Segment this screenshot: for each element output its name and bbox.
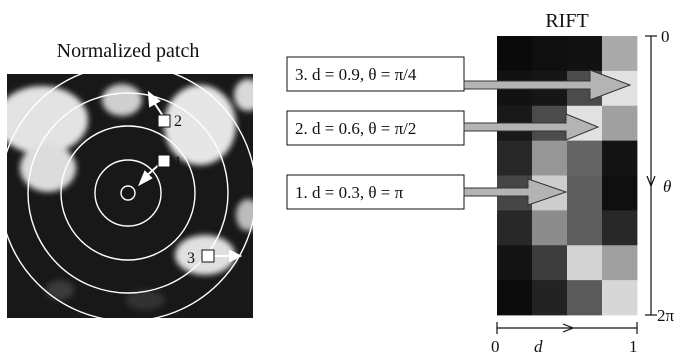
callout-2-arrow bbox=[463, 113, 600, 141]
rift-cell bbox=[497, 245, 533, 281]
rift-cell bbox=[497, 210, 533, 246]
callout-3-arrow bbox=[463, 69, 632, 101]
rift-cell bbox=[602, 175, 638, 211]
marker-label-3: 3 bbox=[187, 250, 195, 267]
d-axis-max: 1 bbox=[629, 337, 638, 356]
rift-grid bbox=[497, 36, 638, 316]
d-axis-arrow bbox=[562, 323, 575, 333]
arrow-1-head bbox=[137, 170, 153, 187]
arrow-2-head bbox=[147, 90, 161, 108]
d-axis bbox=[496, 322, 638, 334]
theta-axis-min: 0 bbox=[661, 27, 670, 46]
d-axis-label: d bbox=[534, 337, 543, 356]
marker-square-2 bbox=[157, 114, 171, 128]
rift-cell bbox=[532, 36, 568, 72]
marker-label-1: 1 bbox=[174, 154, 182, 171]
rift-cell bbox=[602, 36, 638, 72]
rift-cell bbox=[602, 280, 638, 316]
normalized-patch: 2 1 3 bbox=[7, 74, 253, 318]
theta-axis bbox=[645, 35, 657, 316]
patch-title: Normalized patch bbox=[57, 40, 200, 62]
theta-axis-label: θ bbox=[663, 177, 671, 196]
rift-cell bbox=[567, 140, 603, 176]
center-ring bbox=[120, 185, 136, 201]
rift-cell bbox=[497, 280, 533, 316]
rift-cell bbox=[567, 210, 603, 246]
callout-2: 2. d = 0.6, θ = π/2 bbox=[286, 110, 600, 146]
callout-1-arrow bbox=[463, 178, 568, 206]
marker-square-3 bbox=[201, 249, 215, 263]
callout-2-box bbox=[286, 110, 465, 146]
d-axis-min: 0 bbox=[491, 337, 500, 356]
ring-1 bbox=[94, 159, 162, 227]
rift-cell bbox=[532, 245, 568, 281]
rift-cell bbox=[567, 245, 603, 281]
callout-3-text: 3. d = 0.9, θ = π/4 bbox=[295, 65, 417, 84]
rift-cell bbox=[602, 105, 638, 142]
concentric-rings bbox=[7, 74, 253, 318]
callout-1-text: 1. d = 0.3, θ = π bbox=[295, 183, 404, 202]
rift-title: RIFT bbox=[545, 10, 588, 32]
ring-3 bbox=[27, 92, 229, 294]
rift-cell bbox=[602, 210, 638, 246]
callout-1: 1. d = 0.3, θ = π bbox=[286, 174, 568, 210]
arrow-3-head bbox=[229, 249, 243, 263]
rift-cell bbox=[567, 36, 603, 72]
theta-axis-arrow bbox=[646, 175, 656, 188]
ring-2 bbox=[60, 125, 196, 261]
rift-cell bbox=[567, 280, 603, 316]
marker-label-2: 2 bbox=[174, 113, 182, 130]
rift-cell bbox=[532, 140, 568, 176]
rift-cell bbox=[497, 140, 533, 176]
callout-2-text: 2. d = 0.6, θ = π/2 bbox=[295, 119, 416, 138]
rift-cell bbox=[532, 210, 568, 246]
theta-axis-max: 2π bbox=[657, 306, 675, 325]
patch-blobs bbox=[7, 79, 253, 310]
rift-cell bbox=[602, 140, 638, 176]
marker-square-1 bbox=[157, 154, 171, 168]
rift-cell bbox=[602, 245, 638, 281]
point-markers bbox=[157, 114, 215, 263]
rift-cell bbox=[567, 175, 603, 211]
callout-1-box bbox=[286, 174, 465, 210]
callout-3: 3. d = 0.9, θ = π/4 bbox=[286, 56, 632, 101]
rift-cell bbox=[532, 280, 568, 316]
callout-3-box bbox=[286, 56, 465, 92]
direction-arrows bbox=[137, 90, 243, 263]
rift-cell bbox=[497, 36, 533, 72]
